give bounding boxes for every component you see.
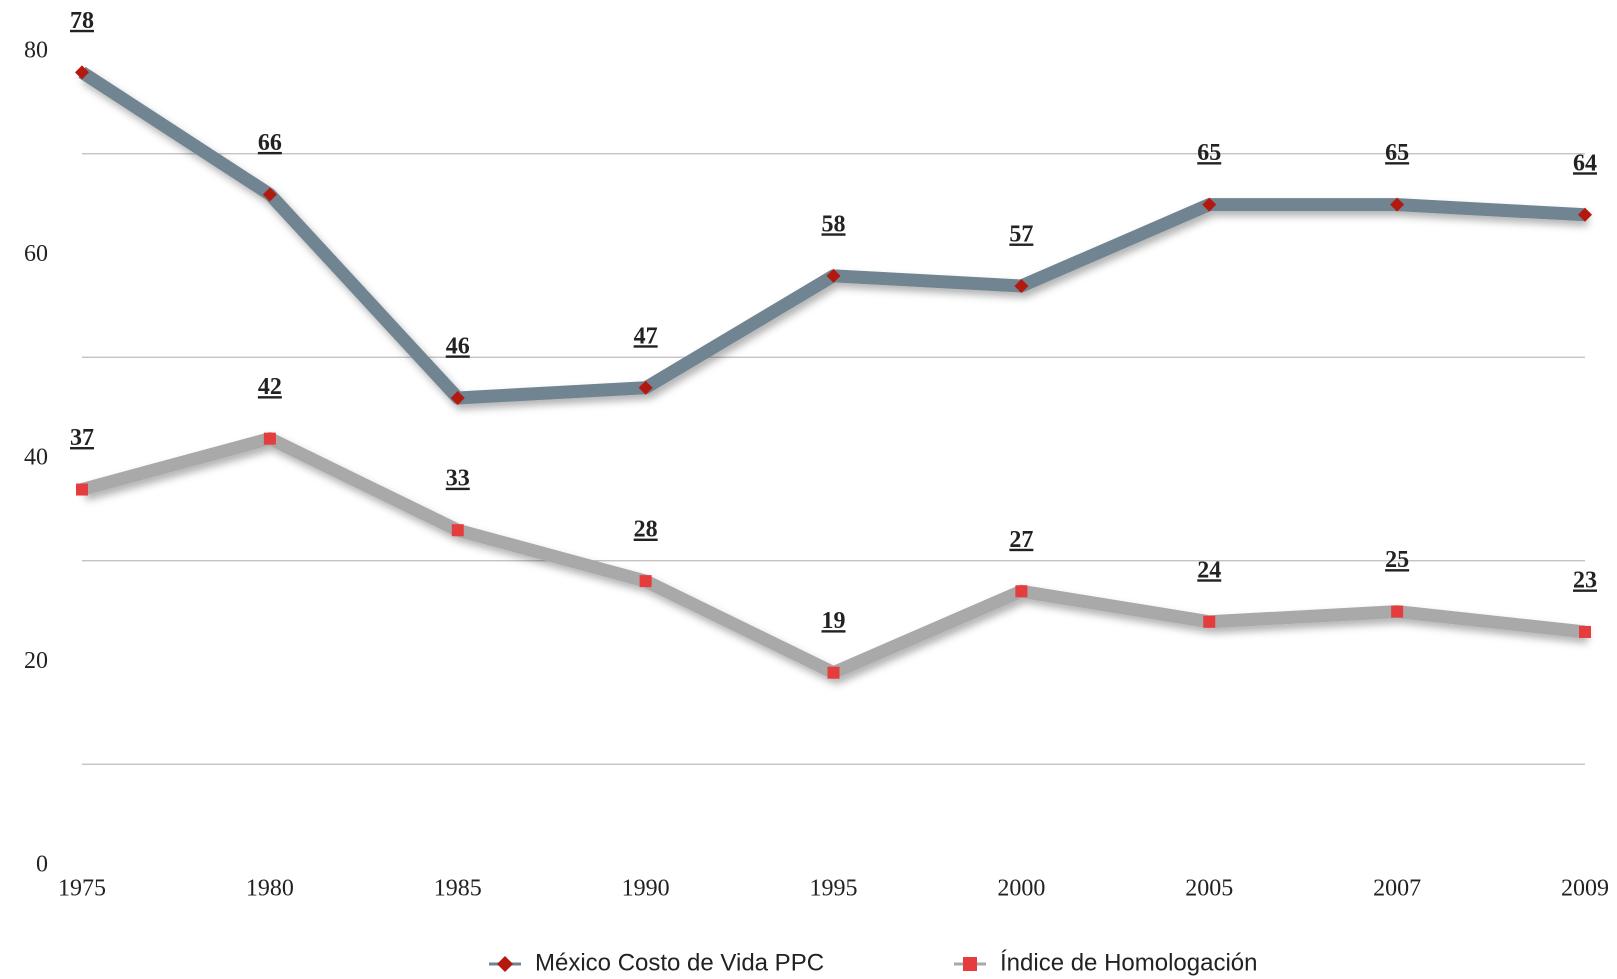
data-label: 33 [446,466,470,492]
legend-label: México Costo de Vida PPC [535,949,824,976]
data-label: 27 [1009,527,1033,553]
marker [1014,279,1029,294]
data-label: 65 [1385,140,1409,166]
marker [639,575,652,588]
legend-marker [497,956,513,972]
data-label: 46 [446,333,470,359]
marker [1015,585,1028,598]
data-label: 23 [1573,567,1597,593]
legend-marker [963,957,977,971]
data-label: 47 [634,323,658,349]
y-tick-label: 40 [24,445,48,471]
marker [262,187,277,202]
data-label: 64 [1573,150,1597,176]
data-label: 37 [70,425,94,451]
marker [1578,207,1592,222]
x-tick-label: 2009 [1561,876,1609,902]
marker [263,432,276,445]
data-label: 28 [634,517,658,543]
data-label: 78 [70,8,94,34]
data-label: 58 [822,211,846,237]
marker [1391,605,1404,618]
data-label: 57 [1009,222,1033,248]
x-tick-label: 1990 [622,876,670,902]
data-label: 25 [1385,547,1409,573]
data-label: 24 [1197,557,1221,583]
x-tick-label: 1985 [434,876,482,902]
data-label: 65 [1197,140,1221,166]
marker [1203,615,1216,628]
y-tick-label: 20 [24,648,48,674]
marker [826,268,841,283]
marker [451,524,464,537]
legend-item: Índice de Homologación [954,949,1258,976]
marker [1579,625,1591,638]
marker [450,390,465,405]
x-tick-label: 2005 [1185,876,1233,902]
data-label: 19 [822,608,846,634]
marker [638,380,653,395]
data-label: 42 [258,374,282,400]
legend-item: México Costo de Vida PPC [489,949,824,976]
y-tick-label: 0 [36,852,48,878]
x-tick-label: 1975 [58,876,106,902]
marker [75,65,89,80]
marker [1202,197,1217,212]
marker [1390,197,1405,212]
x-tick-label: 2000 [997,876,1045,902]
data-label: 66 [258,130,282,156]
legend-label: Índice de Homologación [1000,949,1258,976]
x-tick-label: 1995 [810,876,858,902]
series-line [80,432,1586,680]
x-tick-label: 2007 [1373,876,1421,902]
y-tick-label: 80 [24,38,48,64]
y-tick-label: 60 [24,241,48,267]
marker [76,483,88,496]
x-tick-label: 1980 [246,876,294,902]
marker [827,666,840,679]
